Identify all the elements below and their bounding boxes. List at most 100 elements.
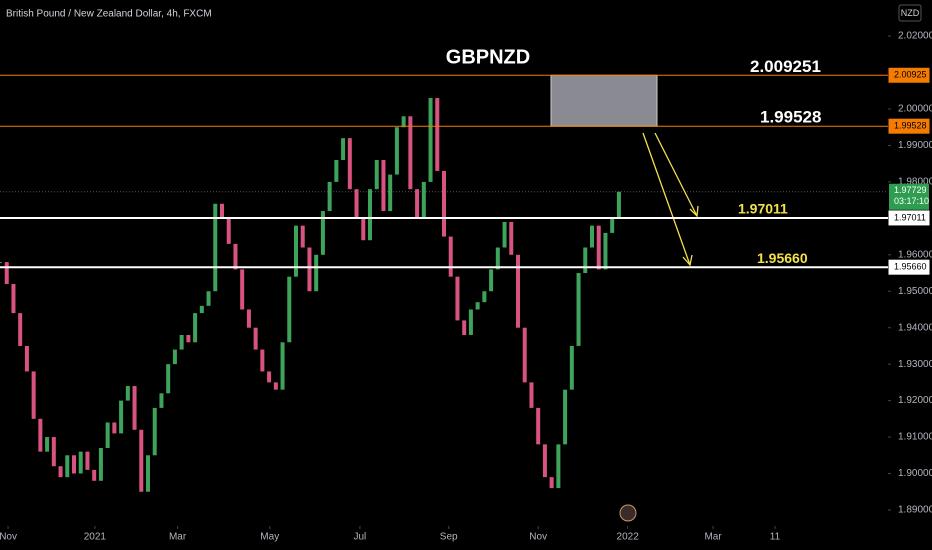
candle (199, 305, 204, 314)
x-tick-label: 11 (770, 532, 781, 543)
axis-label-box (888, 67, 930, 83)
candle (260, 349, 265, 372)
level-label: 1.99528 (760, 108, 821, 127)
candle (98, 447, 103, 481)
candle (603, 232, 608, 270)
candle (172, 349, 177, 365)
candle (146, 455, 150, 492)
axis-label: 2.00925 (894, 70, 927, 80)
candle (442, 170, 446, 237)
candle (542, 444, 547, 478)
candle (408, 116, 413, 190)
candle (233, 243, 238, 270)
candle (428, 98, 433, 182)
candle (489, 269, 494, 292)
candle (448, 236, 453, 277)
candle (307, 247, 312, 292)
y-tick-label: 1.89000 (898, 505, 932, 516)
candle (590, 225, 594, 248)
candle (415, 189, 420, 219)
candle (18, 313, 23, 346)
y-tick-label: 1.93000 (898, 359, 932, 370)
candle (132, 386, 137, 430)
candle (287, 276, 292, 343)
y-tick-label: 1.94000 (898, 322, 932, 333)
candle (45, 437, 50, 452)
candle (563, 389, 568, 445)
candle (206, 291, 211, 306)
candle (92, 469, 97, 481)
x-tick-label: 2021 (84, 532, 107, 543)
axis-label-box (888, 210, 930, 226)
candle (610, 218, 615, 233)
y-tick-label: 1.98000 (898, 177, 932, 188)
candle (327, 181, 332, 212)
level-label: 2.009251 (750, 57, 821, 76)
candle (374, 160, 379, 190)
y-tick-label: 2.02000 (898, 31, 932, 42)
arrow (642, 132, 691, 266)
currency[interactable]: NZD (901, 8, 920, 18)
currency-box[interactable] (898, 4, 922, 22)
candle (119, 400, 124, 434)
candle (273, 382, 278, 390)
candle (314, 254, 319, 292)
candle (361, 218, 366, 241)
x-tick-label: 2022 (617, 532, 640, 543)
candle (112, 422, 117, 434)
axis-label: 1.99528 (894, 121, 927, 131)
candle (368, 189, 372, 241)
level-label: 1.95660 (757, 250, 808, 266)
candle (394, 127, 399, 175)
axis-label-box (888, 118, 930, 134)
arrow-head (689, 205, 699, 218)
last-price-box (889, 183, 929, 210)
candle (78, 451, 83, 474)
symbol-text: British Pound / New Zealand Dollar, 4h, … (6, 9, 212, 20)
candle (166, 364, 171, 394)
candle (125, 386, 130, 401)
candle (159, 393, 164, 408)
candle (152, 407, 157, 456)
chart-title: GBPNZD (446, 46, 530, 68)
candle (85, 451, 90, 470)
candle (240, 269, 245, 310)
candle (616, 191, 621, 219)
arrow (654, 132, 698, 217)
candle (502, 221, 507, 248)
axis-label-box (888, 259, 930, 275)
candle (294, 225, 298, 277)
candle (536, 407, 541, 445)
candle (596, 225, 601, 270)
event-icon[interactable] (619, 504, 637, 522)
candle (576, 273, 581, 346)
last-price-label: 1.97729 (894, 185, 927, 195)
candle (51, 437, 56, 467)
y-tick-label: 2.00000 (898, 104, 932, 115)
x-tick-label: Jul (354, 532, 367, 543)
candle (179, 334, 184, 350)
candle (300, 225, 305, 248)
candle (139, 429, 144, 492)
candle (462, 320, 467, 335)
x-tick-label: Nov (529, 532, 547, 543)
candle (320, 211, 325, 255)
candle (226, 218, 231, 244)
candle (354, 189, 359, 219)
candle (435, 98, 440, 171)
candle (495, 247, 500, 270)
x-tick-label: Nov (0, 532, 17, 543)
x-tick-label: Mar (704, 532, 722, 543)
candle (213, 203, 218, 292)
candle (58, 466, 63, 478)
countdown: 03:17:10 (894, 196, 929, 206)
y-tick-label: 1.96000 (898, 249, 932, 260)
y-tick-label: 1.90000 (898, 468, 932, 479)
candle (381, 160, 386, 212)
candle (72, 455, 76, 474)
candle (388, 174, 393, 212)
axis-label: 1.97011 (894, 212, 926, 222)
candle (522, 327, 527, 383)
candle (186, 334, 191, 343)
